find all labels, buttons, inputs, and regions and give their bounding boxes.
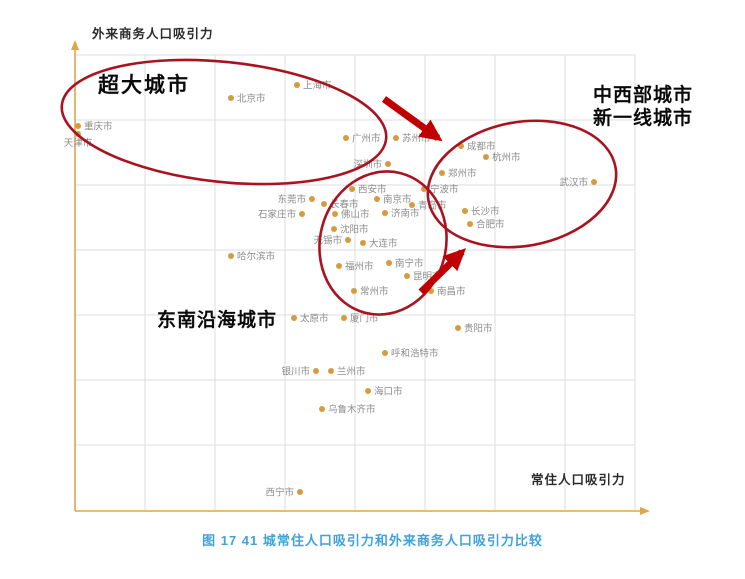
y-axis-title: 外来商务人口吸引力 xyxy=(92,27,214,41)
city-label: 长春市 xyxy=(330,199,359,211)
city-dot xyxy=(313,368,319,374)
city-dot xyxy=(228,253,234,259)
city-dot xyxy=(591,179,597,185)
city-label: 乌鲁木齐市 xyxy=(328,404,376,416)
city-label: 合肥市 xyxy=(476,219,505,231)
city-dot xyxy=(467,221,473,227)
city-label: 海口市 xyxy=(374,386,403,398)
city-dot xyxy=(319,406,325,412)
city-label: 呼和浩特市 xyxy=(391,348,439,360)
city-dot xyxy=(297,489,303,495)
city-label: 郑州市 xyxy=(448,168,477,180)
city-dot xyxy=(294,82,300,88)
city-dot xyxy=(374,196,380,202)
city-dot xyxy=(332,211,338,217)
city-dot xyxy=(309,196,315,202)
city-label: 南京市 xyxy=(383,194,412,206)
annotation-label-midwest-newtier: 中西部城市 新一线城市 xyxy=(576,84,710,130)
city-label: 福州市 xyxy=(345,261,374,273)
city-dot xyxy=(351,288,357,294)
city-dot xyxy=(345,237,351,243)
city-label: 银川市 xyxy=(281,366,310,378)
city-dot xyxy=(382,350,388,356)
city-label: 石家庄市 xyxy=(258,209,297,221)
city-dot xyxy=(360,240,366,246)
figure-caption: 图 17 41 城常住人口吸引力和外来商务人口吸引力比较 xyxy=(202,533,543,548)
city-label: 杭州市 xyxy=(492,152,521,164)
city-dot xyxy=(365,388,371,394)
city-label: 东莞市 xyxy=(277,194,306,206)
group-ellipse-annotation xyxy=(60,58,388,186)
city-label: 大连市 xyxy=(369,238,398,250)
y-axis-arrow-icon xyxy=(71,40,79,50)
city-label: 西宁市 xyxy=(265,487,294,499)
city-label: 南昌市 xyxy=(437,286,466,298)
city-label: 沈阳市 xyxy=(340,224,369,236)
group-ellipse-annotation xyxy=(426,119,618,249)
city-label: 太原市 xyxy=(300,313,329,325)
city-label: 贵阳市 xyxy=(464,323,493,335)
city-dot xyxy=(483,154,489,160)
city-dot xyxy=(409,202,415,208)
city-dot xyxy=(404,273,410,279)
city-dot xyxy=(343,135,349,141)
x-axis-title: 常住人口吸引力 xyxy=(531,473,626,487)
trend-arrow-icon xyxy=(381,96,443,142)
city-label: 哈尔滨市 xyxy=(237,251,276,263)
city-dot xyxy=(393,135,399,141)
city-dot xyxy=(328,368,334,374)
city-dot xyxy=(382,210,388,216)
city-label: 济南市 xyxy=(391,208,420,220)
annotation-label-midwest-line1: 中西部城市 xyxy=(592,85,693,106)
city-dot xyxy=(75,123,81,129)
grid-lines xyxy=(75,54,636,510)
city-dot xyxy=(439,170,445,176)
city-label: 厦门市 xyxy=(350,313,379,325)
city-dot xyxy=(291,315,297,321)
axes xyxy=(71,40,650,515)
annotation-label-mega-cities: 超大城市 xyxy=(98,74,190,97)
city-dot xyxy=(455,325,461,331)
annotation-label-southeast-coastal: 东南沿海城市 xyxy=(157,310,278,331)
city-dot xyxy=(462,208,468,214)
trend-arrow-icon xyxy=(418,248,467,295)
city-label: 佛山市 xyxy=(341,209,370,221)
city-dot xyxy=(299,211,305,217)
city-label: 苏州市 xyxy=(402,133,431,145)
city-dot xyxy=(386,260,392,266)
city-label: 重庆市 xyxy=(84,121,113,133)
city-label: 长沙市 xyxy=(471,206,500,218)
city-label: 宁波市 xyxy=(430,184,459,196)
city-dot xyxy=(385,161,391,167)
x-axis-arrow-icon xyxy=(640,507,650,515)
city-label: 广州市 xyxy=(352,133,381,145)
city-dot xyxy=(331,226,337,232)
city-dot xyxy=(228,95,234,101)
city-label: 西安市 xyxy=(358,184,387,196)
annotations xyxy=(60,58,618,316)
city-dot xyxy=(341,315,347,321)
city-dot xyxy=(321,201,327,207)
city-label: 成都市 xyxy=(467,141,496,153)
city-dot xyxy=(336,263,342,269)
city-dot xyxy=(349,186,355,192)
city-label: 武汉市 xyxy=(559,177,588,189)
city-label: 无锡市 xyxy=(313,235,342,247)
city-label: 北京市 xyxy=(237,93,266,105)
city-label: 南宁市 xyxy=(395,258,424,270)
city-label: 常州市 xyxy=(360,286,389,298)
annotation-label-midwest-line2: 新一线城市 xyxy=(592,108,693,130)
city-label: 兰州市 xyxy=(337,366,366,378)
